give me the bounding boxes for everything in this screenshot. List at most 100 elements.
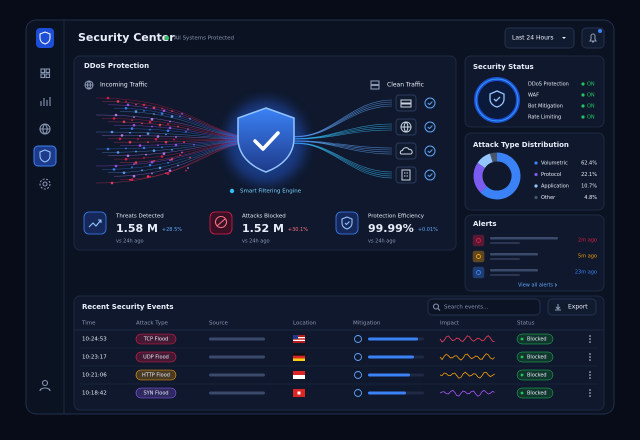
nav-security-active[interactable] — [33, 145, 57, 167]
traffic-dot — [154, 138, 158, 141]
donut-segment — [473, 162, 488, 193]
status-state: ON — [587, 115, 595, 121]
donut-segment — [480, 152, 521, 200]
notifications-button[interactable] — [581, 27, 605, 49]
flag — [293, 358, 305, 361]
check-mark — [427, 149, 433, 154]
row-menu-dot — [589, 338, 591, 340]
traffic-dot — [135, 150, 137, 153]
output-box — [395, 142, 417, 160]
traffic-dot — [185, 130, 187, 133]
impact-sparkline — [439, 353, 495, 361]
nav-settings[interactable] — [39, 178, 51, 190]
traffic-dot — [153, 113, 155, 115]
traffic-dot — [173, 138, 175, 141]
traffic-dot — [138, 144, 142, 147]
logo — [36, 28, 54, 48]
output-box — [395, 166, 417, 184]
alert-time: 2m ago — [578, 238, 597, 244]
status-pill — [516, 351, 554, 363]
traffic-dot — [189, 117, 191, 120]
traffic-dot — [133, 116, 135, 119]
traffic-dot — [183, 141, 185, 144]
legend-value: 62.4% — [581, 161, 597, 167]
traffic-dot — [114, 113, 118, 117]
globe-icon — [84, 80, 94, 90]
stat-icon-box — [335, 211, 359, 235]
status-text: Blocked — [527, 373, 547, 379]
flag — [293, 375, 305, 379]
traffic-dot — [167, 123, 169, 125]
attack-badge — [135, 369, 177, 381]
traffic-dot — [162, 152, 166, 155]
traffic-dot — [125, 100, 127, 103]
traffic-dot — [131, 166, 133, 169]
status-dot — [581, 104, 585, 108]
nav-network[interactable] — [39, 123, 51, 135]
nav-user[interactable] — [39, 379, 51, 392]
traffic-dot — [149, 175, 151, 178]
traffic-dot — [122, 171, 126, 175]
search-icon — [432, 303, 441, 311]
panel-title: Attack Type Distribution — [473, 141, 569, 149]
row-menu-dot — [589, 353, 591, 355]
view-all-link[interactable]: View all alerts — [518, 283, 553, 289]
mitigation-icon — [354, 335, 362, 343]
traffic-dot — [134, 110, 138, 113]
alert-bar — [490, 242, 520, 244]
time-range-dropdown[interactable] — [504, 27, 575, 49]
traffic-dot — [106, 96, 110, 100]
traffic-dot — [165, 133, 167, 136]
flag — [293, 339, 305, 341]
traffic-dot — [171, 110, 173, 113]
cell-time: 10:23:17 — [82, 355, 107, 361]
search-input[interactable] — [427, 298, 541, 316]
nav-security-icon — [39, 149, 51, 163]
status-state: ON — [587, 93, 595, 99]
engine-dot — [229, 188, 235, 194]
traffic-dot — [161, 146, 163, 149]
legend-name: Application — [541, 184, 569, 190]
traffic-dot — [116, 100, 120, 103]
bell-icon — [589, 33, 597, 43]
traffic-dot — [133, 163, 135, 165]
cell-time: 10:24:53 — [82, 337, 107, 343]
output-icon — [401, 169, 411, 181]
flag — [293, 335, 305, 343]
column-header: Mitigation — [353, 321, 381, 327]
traffic-dot — [114, 164, 118, 168]
row-menu-dot — [589, 377, 591, 379]
stat-change: +30.1% — [288, 227, 308, 233]
donut-segment — [490, 152, 498, 163]
nav-overview[interactable] — [40, 68, 51, 79]
traffic-dot — [128, 140, 132, 144]
status-pill — [516, 387, 554, 399]
traffic-dot — [120, 134, 124, 137]
flag — [297, 391, 301, 395]
dropdown-caret — [562, 37, 566, 39]
traffic-dot — [174, 143, 178, 147]
attack-donut: Volumetric 62.4% Protocol 22.1% Application 1… — [473, 152, 597, 201]
stat-icon — [215, 215, 227, 229]
traffic-dot — [168, 126, 172, 130]
traffic-dot — [130, 127, 134, 130]
filter-shield — [237, 107, 295, 173]
status-pill — [516, 333, 554, 345]
traffic-dot — [157, 144, 159, 147]
traffic-dot — [145, 106, 147, 109]
status-name: Bot Mitigation — [528, 104, 563, 110]
traffic-dot — [169, 120, 171, 123]
check-circle — [424, 97, 436, 109]
stat-note: vs 24h ago — [368, 239, 396, 245]
clean-outputs — [395, 94, 436, 184]
nav-analytics[interactable] — [40, 97, 51, 106]
traffic-dot — [158, 123, 162, 127]
status-ring-glow — [475, 78, 519, 122]
export-button[interactable] — [547, 298, 597, 316]
traffic-dot — [187, 167, 189, 169]
attack-badge — [135, 333, 177, 345]
traffic-dot — [143, 110, 145, 112]
traffic-dot — [166, 129, 170, 133]
traffic-dot — [160, 155, 164, 158]
status-state: ON — [587, 82, 595, 88]
